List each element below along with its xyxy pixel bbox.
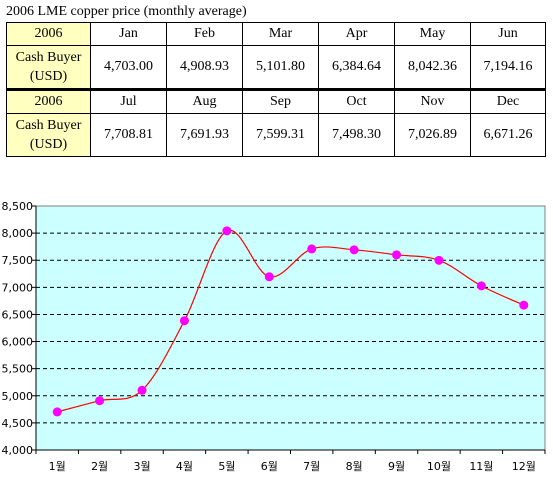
data-point <box>137 385 147 395</box>
x-tick-label: 2월 <box>91 460 108 473</box>
x-tick-label: 1월 <box>49 460 66 473</box>
x-tick-label: 5월 <box>218 460 235 473</box>
price-cell: 7,691.93 <box>166 113 243 157</box>
row-label-line: Cash Buyer <box>15 118 82 133</box>
price-cell: 8,042.36 <box>394 45 471 90</box>
table-header-row: 2006 Jan Feb Mar Apr May Jun <box>6 22 546 46</box>
month-cell: Nov <box>394 88 471 114</box>
month-cell: Oct <box>318 88 395 114</box>
y-tick-label: 5,500 <box>2 363 34 376</box>
x-tick-label: 10월 <box>427 460 451 473</box>
data-point <box>264 272 274 282</box>
x-tick-label: 9월 <box>388 460 405 473</box>
x-tick-label: 7월 <box>303 460 320 473</box>
data-point <box>519 300 529 310</box>
y-tick-label: 4,000 <box>2 444 34 457</box>
data-point <box>434 255 444 265</box>
plot-area <box>35 205 546 451</box>
x-tick-label: 6월 <box>261 460 278 473</box>
line-chart: 4,000 4,500 5,000 5,500 6,000 6,500 7,000 7,500… <box>2 200 546 473</box>
y-tick-label: 7,500 <box>2 254 34 267</box>
data-point <box>392 250 402 260</box>
data-point <box>222 226 232 236</box>
month-cell: Sep <box>242 88 319 114</box>
y-tick-label: 8,000 <box>2 227 34 240</box>
row-label: Cash Buyer (USD) <box>6 45 91 90</box>
data-point <box>307 244 317 254</box>
year-cell: 2006 <box>6 22 91 46</box>
row-label-line: Cash Buyer <box>15 50 82 65</box>
data-point <box>52 407 62 417</box>
month-cell: Feb <box>166 22 243 46</box>
row-label-line: (USD) <box>29 69 68 84</box>
y-tick-label: 4,500 <box>2 417 34 430</box>
x-tick-label: 3월 <box>133 460 150 473</box>
x-tick-label: 4월 <box>176 460 193 473</box>
price-cell: 6,671.26 <box>470 113 546 157</box>
y-tick-label: 5,000 <box>2 390 34 403</box>
price-cell: 4,703.00 <box>90 45 167 90</box>
price-cell: 7,194.16 <box>470 45 546 90</box>
y-tick-label: 6,500 <box>2 308 34 321</box>
month-cell: Mar <box>242 22 319 46</box>
data-point <box>476 281 486 291</box>
chart-title: 2006 LME copper price (monthly average) <box>6 4 247 19</box>
month-cell: Jun <box>470 22 546 46</box>
y-tick-label: 7,000 <box>2 281 34 294</box>
month-cell: Aug <box>166 88 243 114</box>
row-label-line: (USD) <box>29 137 68 152</box>
data-point <box>95 396 105 406</box>
table-header-row: 2006 Jul Aug Sep Oct Nov Dec <box>6 88 546 114</box>
price-cell: 7,026.89 <box>394 113 471 157</box>
month-cell: Apr <box>318 22 395 46</box>
price-cell: 7,708.81 <box>90 113 167 157</box>
year-cell: 2006 <box>6 88 91 114</box>
table-row: Cash Buyer (USD) 7,708.81 7,691.93 7,599.… <box>6 113 546 157</box>
x-tick-label: 8월 <box>346 460 363 473</box>
y-tick-label: 8,500 <box>2 200 34 213</box>
price-cell: 7,498.30 <box>318 113 395 157</box>
table-row: Cash Buyer (USD) 4,703.00 4,908.93 5,101.… <box>6 45 546 90</box>
month-cell: Dec <box>470 88 546 114</box>
x-tick-label: 11월 <box>469 460 493 473</box>
price-cell: 4,908.93 <box>166 45 243 90</box>
data-point <box>179 316 189 326</box>
price-cell: 7,599.31 <box>242 113 319 157</box>
month-cell: Jul <box>90 88 167 114</box>
x-tick-label: 12월 <box>512 460 536 473</box>
data-point <box>349 245 359 255</box>
price-cell: 6,384.64 <box>318 45 395 90</box>
month-cell: May <box>394 22 471 46</box>
price-table: 2006 Jan Feb Mar Apr May Jun Cash Buyer (… <box>6 22 546 157</box>
y-tick-label: 6,000 <box>2 336 34 349</box>
row-label: Cash Buyer (USD) <box>6 113 91 157</box>
price-cell: 5,101.80 <box>242 45 319 90</box>
month-cell: Jan <box>90 22 167 46</box>
